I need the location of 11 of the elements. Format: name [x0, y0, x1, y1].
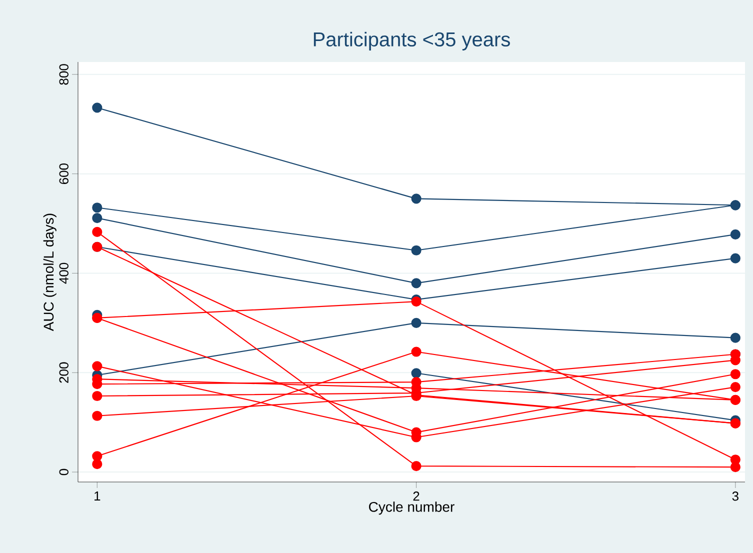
y-tick-label: 0 [59, 468, 68, 476]
y-tick-label: 400 [59, 262, 68, 284]
x-axis-title: Cycle number [369, 502, 454, 515]
x-tick-label: 1 [94, 492, 100, 500]
y-tick-label: 600 [59, 163, 68, 184]
y-tick-label: 200 [59, 362, 68, 383]
x-tick-label: 2 [413, 492, 420, 501]
x-tick-label: 3 [732, 492, 738, 501]
y-tick-label: 800 [59, 64, 68, 85]
chart-title: Participants <35 years [314, 32, 510, 50]
y-axis-title: AUC (nmol/L days) [43, 214, 56, 332]
